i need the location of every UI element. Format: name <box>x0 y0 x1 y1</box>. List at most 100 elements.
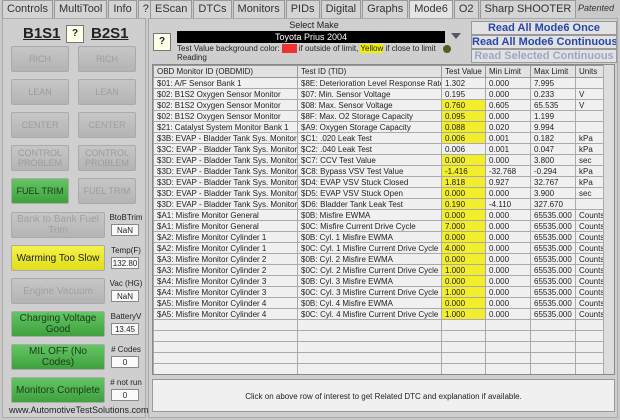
table-row[interactable]: $3D: EVAP - Bladder Tank Sys. Monitor $D4… <box>153 176 606 188</box>
cell: 7.000 <box>441 220 486 232</box>
side-value: 132.80 <box>111 257 139 269</box>
table-row[interactable]: $02: B1S2 Oxygen Sensor Monitor $8F: Max.… <box>153 110 606 122</box>
cell: 0.760 <box>441 99 486 111</box>
empty-row[interactable] <box>153 330 606 342</box>
tab-escan[interactable]: EScan <box>150 0 193 18</box>
legend-mid: if outside of limit, <box>298 44 359 53</box>
cell <box>485 363 531 374</box>
make-select[interactable]: Toyota Prius 2004 <box>177 31 445 43</box>
tab-monitors[interactable]: Monitors <box>232 0 285 18</box>
cell: $8E: Deterioration Level Response Rate <box>297 77 442 89</box>
cell <box>485 319 531 331</box>
tab-graphs[interactable]: Graphs <box>362 0 409 18</box>
tab-digital[interactable]: Digital <box>320 0 362 18</box>
table-row[interactable]: $02: B1S2 Oxygen Sensor Monitor $07: Min.… <box>153 88 606 100</box>
table-row[interactable]: $3C: EVAP - Bladder Tank Sys. Monitor $C2… <box>153 143 606 155</box>
table-row[interactable]: $3D: EVAP - Bladder Tank Sys. Monitor $D5… <box>153 187 606 199</box>
table-row[interactable]: $A3: Misfire Monitor Cylinder 2 $0C: Cyl.… <box>153 264 606 276</box>
table-row[interactable]: $21: Catalyst System Monitor Bank 1 $A9: … <box>153 121 606 133</box>
legend-red: Red <box>281 44 297 53</box>
cell: 0.605 <box>485 99 531 111</box>
table-row[interactable]: $A4: Misfire Monitor Cylinder 3 $0B: Cyl.… <box>153 275 606 287</box>
cell: 1.000 <box>441 308 486 320</box>
empty-row[interactable] <box>153 363 606 374</box>
column-header[interactable]: Test ID (TID) <box>297 65 442 78</box>
cell: $3D: EVAP - Bladder Tank Sys. Monitor <box>153 187 298 199</box>
tab-dtcs[interactable]: DTCs <box>193 0 232 18</box>
column-header[interactable]: OBD Monitor ID (OBDMID) <box>153 65 298 78</box>
cell: 0.233 <box>530 88 576 100</box>
cell <box>153 319 298 331</box>
read-all-once-button[interactable]: Read All Mode6 Once <box>471 21 617 35</box>
legend-yellow: Yellow <box>360 44 384 53</box>
cell: 0.927 <box>485 176 531 188</box>
cell: 0.000 <box>485 154 531 166</box>
table-row[interactable]: $3D: EVAP - Bladder Tank Sys. Monitor $D6… <box>153 198 606 210</box>
cell: $02: B1S2 Oxygen Sensor Monitor <box>153 110 298 122</box>
cell <box>153 363 298 374</box>
column-header[interactable]: Test Value <box>441 65 486 78</box>
table-row[interactable]: $3B: EVAP - Bladder Tank Sys. Monitor $C1… <box>153 132 606 144</box>
table-row[interactable]: $02: B1S2 Oxygen Sensor Monitor $08: Max.… <box>153 99 606 111</box>
table-row[interactable]: $A1: Misfire Monitor General $0B: Misfire… <box>153 209 606 221</box>
mode6-help-button[interactable]: ? <box>153 33 171 51</box>
cell: 0.000 <box>485 275 531 287</box>
tab-mode6[interactable]: Mode6 <box>409 0 453 18</box>
cell: 0.190 <box>441 198 486 210</box>
help-button[interactable]: ? <box>66 25 84 43</box>
column-header[interactable]: Max Limit <box>530 65 576 78</box>
table-row[interactable]: $A1: Misfire Monitor General $0C: Misfire… <box>153 220 606 232</box>
tab-sharp-shooter[interactable]: Sharp SHOOTER <box>479 0 577 18</box>
side-label: BtoBTrim <box>109 213 143 222</box>
table-row[interactable]: $A2: Misfire Monitor Cylinder 1 $0C: Cyl.… <box>153 242 606 254</box>
cell: 0.000 <box>485 264 531 276</box>
tab-o2[interactable]: O2 <box>453 0 479 18</box>
table-row[interactable]: $A2: Misfire Monitor Cylinder 1 $0B: Cyl.… <box>153 231 606 243</box>
column-header[interactable]: Min Limit <box>485 65 531 78</box>
select-make-label: Select Make <box>289 20 339 30</box>
dropdown-arrow-icon[interactable] <box>451 33 461 39</box>
cell <box>441 341 486 353</box>
cell: 0.001 <box>485 132 531 144</box>
cell: 1.199 <box>530 110 576 122</box>
table-row[interactable]: $A4: Misfire Monitor Cylinder 3 $0C: Cyl.… <box>153 286 606 298</box>
indicator-mil-off-no-codes-: MIL OFF (No Codes) <box>11 344 105 370</box>
empty-row[interactable] <box>153 352 606 364</box>
cell: 0.001 <box>485 143 531 155</box>
website-link[interactable]: www.AutomotiveTestSolutions.com <box>9 405 149 415</box>
cell <box>297 363 442 374</box>
cell: $A5: Misfire Monitor Cylinder 4 <box>153 308 298 320</box>
cell: $C8: Bypass VSV Test Value <box>297 165 442 177</box>
column-header[interactable]: Units <box>575 65 606 78</box>
cell: $01: A/F Sensor Bank 1 <box>153 77 298 89</box>
table-row[interactable]: $A5: Misfire Monitor Cylinder 4 $0B: Cyl.… <box>153 297 606 309</box>
indicator-center-b2: CENTER <box>78 112 136 138</box>
read-selected-continuous-button[interactable]: Read Selected Continuous <box>471 49 617 63</box>
cell: 0.047 <box>530 143 576 155</box>
side-label: BatteryV <box>110 312 142 321</box>
table-row[interactable]: $3D: EVAP - Bladder Tank Sys. Monitor $C8… <box>153 165 606 177</box>
cell: 65535.000 <box>530 275 576 287</box>
tab-pids[interactable]: PIDs <box>285 0 320 18</box>
empty-row[interactable] <box>153 319 606 331</box>
cell: 0.000 <box>485 286 531 298</box>
table-scrollbar[interactable] <box>603 65 614 374</box>
cell <box>575 330 606 342</box>
cell <box>575 319 606 331</box>
empty-row[interactable] <box>153 341 606 353</box>
table-row[interactable]: $3D: EVAP - Bladder Tank Sys. Monitor $C7… <box>153 154 606 166</box>
sensor-b1s1-label[interactable]: B1S1 <box>23 25 61 42</box>
tab-multitool[interactable]: MultiTool <box>53 0 108 18</box>
tab-controls[interactable]: Controls <box>2 0 53 18</box>
sensor-b2s1-label[interactable]: B2S1 <box>91 25 129 42</box>
cell: 7.995 <box>530 77 576 89</box>
cell: $0B: Cyl. 2 Misfire EWMA <box>297 253 442 265</box>
tab-info[interactable]: Info <box>108 0 137 18</box>
cell: $C2: .040 Leak Test <box>297 143 442 155</box>
read-all-continuous-button[interactable]: Read All Mode6 Continuous <box>471 35 617 49</box>
table-row[interactable]: $A3: Misfire Monitor Cylinder 2 $0B: Cyl.… <box>153 253 606 265</box>
cell: 0.020 <box>485 121 531 133</box>
table-row[interactable]: $01: A/F Sensor Bank 1 $8E: Deterioration… <box>153 77 606 89</box>
table-row[interactable]: $A5: Misfire Monitor Cylinder 4 $0C: Cyl.… <box>153 308 606 320</box>
cell: $A3: Misfire Monitor Cylinder 2 <box>153 264 298 276</box>
